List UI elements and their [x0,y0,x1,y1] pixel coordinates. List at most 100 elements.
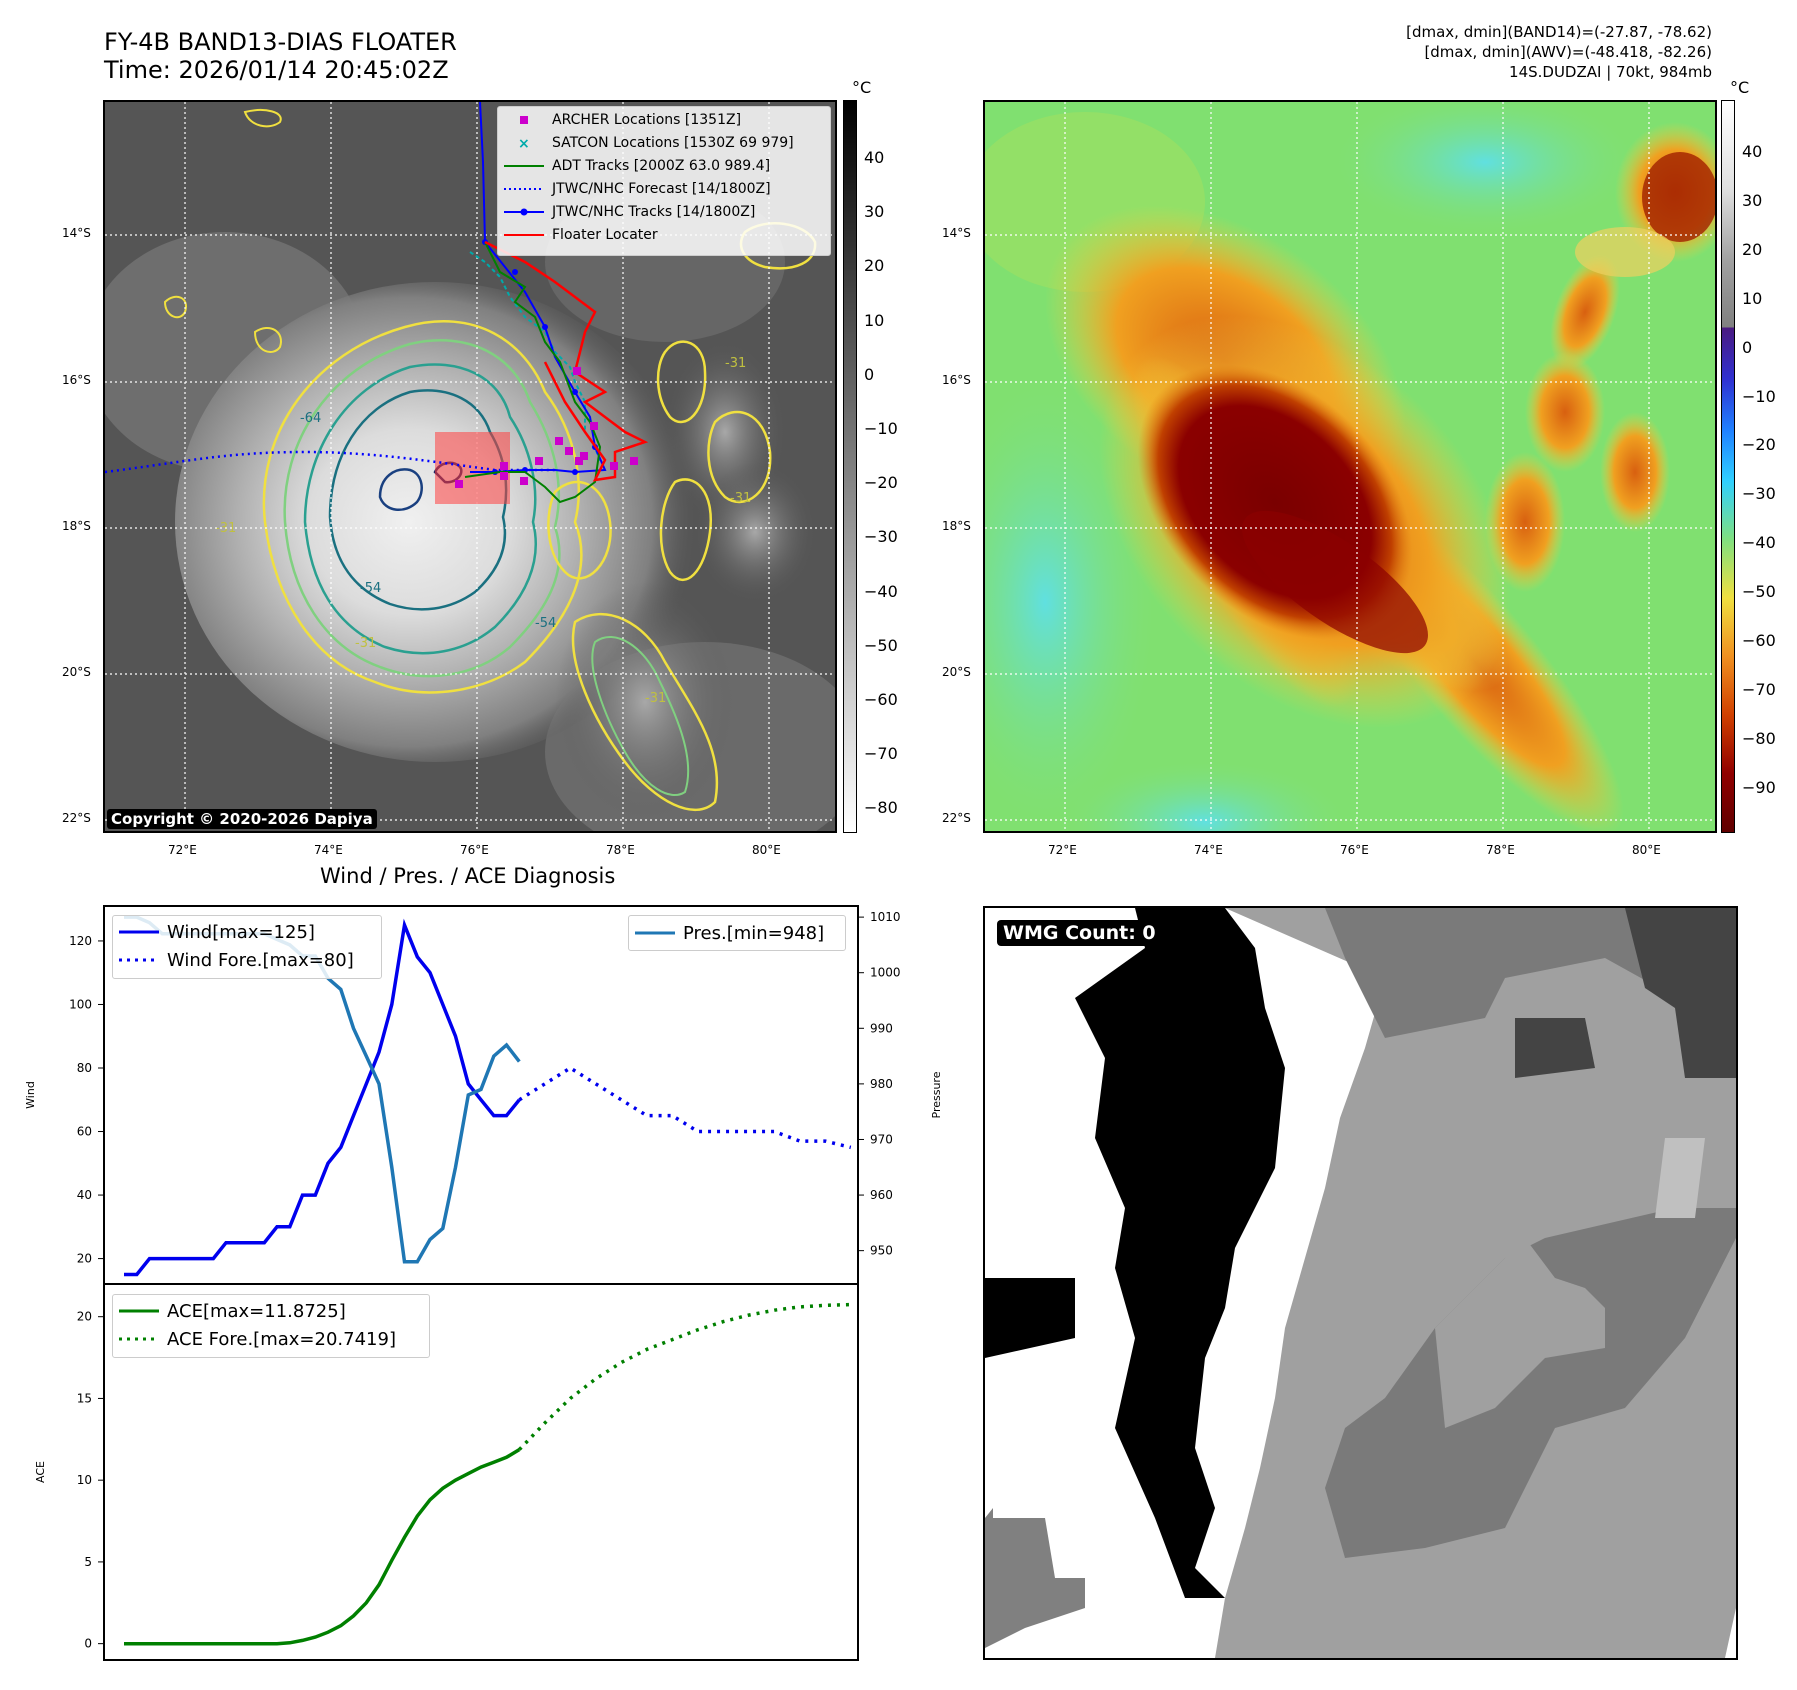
contour-label: -54 [360,581,381,596]
legend-pressure: Pres.[min=948] [635,922,825,944]
wmg-count-badge: WMG Count: 0 [997,920,1162,946]
wind-ytick-label: 120 [69,934,92,948]
lon-tick: 72°E [168,843,197,857]
ir-colorbar-tick: 0 [864,364,875,384]
dmax-dmin-awv: [dmax, dmin](AWV)=(-48.418, -82.26) [1424,43,1712,61]
ir-colorbar [843,100,857,833]
legend-ace-forecast: ACE Fore.[max=20.7419] [119,1328,396,1350]
wmg-svg [985,908,1736,1658]
legend-wind: Wind[max=125] [119,921,315,943]
lon-tick: 74°E [314,843,343,857]
lat-tick: 14°S [942,226,971,240]
ir-colorbar-tick: −40 [864,581,898,601]
awv-colorbar-tick: −40 [1742,533,1776,553]
pres-ytick-label: 970 [870,1132,893,1146]
legend-archer: ARCHER Locations [1351Z] [504,110,741,130]
pressure-legend: Pres.[min=948] [628,915,846,951]
contour-label: -31 [730,491,751,506]
ir-colorbar-tick: −60 [864,690,898,709]
pres-ytick-label: 1000 [870,966,901,980]
copyright-badge: Copyright © 2020-2026 Dapiya [107,809,377,829]
lon-tick: 80°E [752,843,781,857]
ir-colorbar-tick: −30 [864,527,898,547]
ir-colorbar-tick: 20 [864,256,885,276]
legend-satcon: × SATCON Locations [1530Z 69 979] [518,135,794,152]
ace-line [124,1448,521,1646]
wind-ytick-label: 60 [77,1125,92,1139]
legend-forecast: JTWC/NHC Forecast [14/1800Z] [504,181,771,197]
legend-wind-forecast: Wind Fore.[max=80] [119,949,354,971]
lat-tick: 14°S [62,226,91,240]
page-subtitle-time: Time: 2026/01/14 20:45:02Z [104,56,449,84]
awv-map-svg [985,102,1715,831]
awv-colorbar [1721,100,1735,833]
archer-markers [455,367,638,488]
lon-tick: 76°E [460,843,489,857]
wind-ytick-label: 80 [77,1061,92,1075]
ir-colorbar-tick: −80 [864,798,898,818]
awv-colorbar-tick: −30 [1742,484,1776,504]
pres-ytick-label: 1010 [870,910,901,924]
awv-colorbar-tick: −10 [1742,386,1776,406]
awv-colorbar-tick: −60 [1742,631,1776,650]
wind-ytick-label: 40 [77,1188,92,1202]
floater-track [484,240,649,482]
awv-colorbar-tick: 20 [1742,239,1763,259]
pres-ytick-label: 990 [870,1021,893,1035]
wind-ytick-label: 100 [69,997,92,1011]
jtwc-track [470,102,607,474]
contour-label: -54 [535,616,556,631]
contour-label: -31 [645,691,666,706]
page-title: FY-4B BAND13-DIAS FLOATER [104,28,457,56]
legend-jtwc: JTWC/NHC Tracks [14/1800Z] [504,202,755,222]
ace-ytick-label: 0 [84,1637,92,1651]
lat-tick: 22°S [942,811,971,825]
contour-label: -31 [725,356,746,371]
awv-colorbar-tick: −80 [1742,728,1776,748]
contour-label: -64 [300,411,321,426]
ace-forecast-line [518,1302,851,1451]
awv-map-panel [983,100,1717,833]
lat-tick: 20°S [942,665,971,679]
wind-legend: Wind[max=125] Wind Fore.[max=80] [112,915,382,979]
map-legend: ARCHER Locations [1351Z] × SATCON Locati… [497,106,831,256]
diagnosis-title: Wind / Pres. / ACE Diagnosis [320,864,616,888]
svg-text:×: × [518,136,530,152]
ace-ytick-label: 5 [84,1555,92,1569]
ir-map-panel: -64 -54 -54 -31 -31 -31 -31 -31 [103,100,837,833]
pres-ytick-label: 950 [870,1244,893,1258]
lat-tick: 20°S [62,665,91,679]
ace-ytick-label: 10 [77,1473,92,1487]
awv-colorbar-tick: 0 [1742,337,1753,357]
wmg-panel: WMG Count: 0 [983,906,1738,1660]
awv-colorbar-tick: −70 [1742,679,1776,699]
wind-ylabel: Wind [24,1081,37,1109]
ace-ytick-label: 15 [77,1391,92,1405]
ir-colorbar-tick: 10 [864,310,885,330]
awv-colorbar-tick: −50 [1742,582,1776,602]
lon-tick: 80°E [1632,843,1661,857]
legend-floater: Floater Locater [504,227,658,243]
contour-label: -31 [355,636,376,651]
ir-colorbar-tick: −20 [864,473,898,493]
awv-colorbar-unit: °C [1730,78,1750,97]
ace-ylabel: ACE [34,1461,47,1483]
pres-ytick-label: 980 [870,1077,893,1091]
pres-ytick-label: 960 [870,1188,893,1202]
awv-gridlines [985,102,1715,831]
legend-ace: ACE[max=11.8725] [119,1300,346,1322]
ir-colorbar-tick: −10 [864,419,898,438]
lat-tick: 22°S [62,811,91,825]
lon-tick: 76°E [1340,843,1369,857]
lon-tick: 72°E [1048,843,1077,857]
dmax-dmin-band14: [dmax, dmin](BAND14)=(-27.87, -78.62) [1406,23,1712,41]
ir-colorbar-tick: 40 [864,148,885,167]
awv-colorbar-tick: −20 [1742,435,1776,455]
wind-forecast-line [518,1065,852,1150]
ir-colorbar-tick: −70 [864,744,898,764]
lat-tick: 18°S [942,519,971,533]
floater-box [435,432,510,504]
storm-info: 14S.DUDZAI | 70kt, 984mb [1509,63,1712,81]
lon-tick: 74°E [1194,843,1223,857]
lat-tick: 18°S [62,519,91,533]
